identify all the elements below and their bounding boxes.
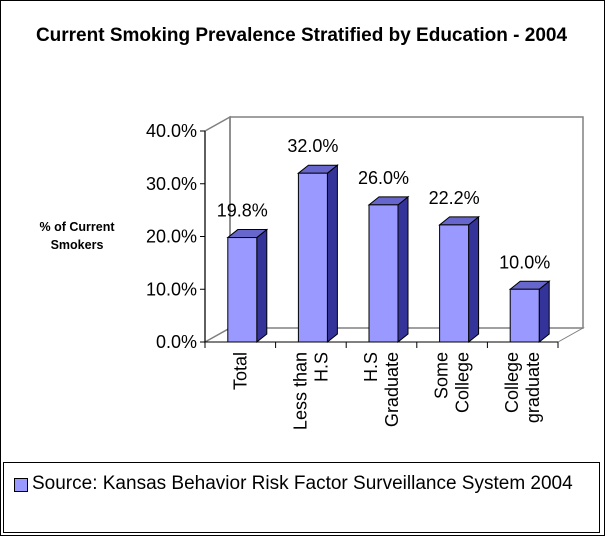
bar: [368, 204, 399, 343]
x-tick-label: College: [502, 352, 522, 413]
x-tick-label: Total: [230, 352, 250, 390]
data-label: 19.8%: [217, 201, 268, 221]
bar-side: [538, 280, 550, 344]
y-tick-label: 20.0%: [146, 227, 197, 247]
y-tick-label: 10.0%: [146, 279, 197, 299]
bar-side: [397, 195, 409, 344]
x-tick-label: Graduate: [382, 352, 402, 427]
y-tick-label: 0.0%: [156, 332, 197, 352]
data-label: 32.0%: [287, 136, 338, 156]
x-tick-label: Some: [432, 352, 452, 399]
bar-side: [326, 164, 338, 344]
bar-side: [468, 215, 480, 344]
bar: [227, 237, 258, 343]
x-tick-label: H.S: [311, 352, 331, 382]
legend-swatch: [14, 478, 28, 492]
legend: Source: Kansas Behavior Risk Factor Surv…: [3, 462, 600, 533]
data-label: 26.0%: [358, 168, 409, 188]
bar-chart: 0.0% 10.0% 20.0% 30.0% 40.0% 19.8% 32.0% 26.0% 2…: [146, 115, 585, 430]
data-label: 22.2%: [429, 188, 480, 208]
y-tick-label: 30.0%: [146, 174, 197, 194]
side-wall: [204, 115, 231, 344]
x-tick-label: graduate: [523, 352, 543, 423]
bar: [297, 172, 328, 343]
y-axis-label: % of Current Smokers: [39, 220, 115, 252]
chart-title: Current Smoking Prevalence Stratified by…: [35, 25, 568, 46]
bar-side: [256, 228, 268, 344]
x-tick-label: Less than: [290, 352, 310, 430]
bar: [439, 224, 470, 343]
data-label: 10.0%: [499, 252, 550, 272]
bar: [509, 288, 540, 343]
y-tick-label: 40.0%: [146, 121, 197, 141]
x-tick-label: College: [453, 352, 473, 413]
x-tick-label: H.S: [361, 352, 381, 382]
legend-entry: Source: Kansas Behavior Risk Factor Surv…: [32, 473, 573, 494]
